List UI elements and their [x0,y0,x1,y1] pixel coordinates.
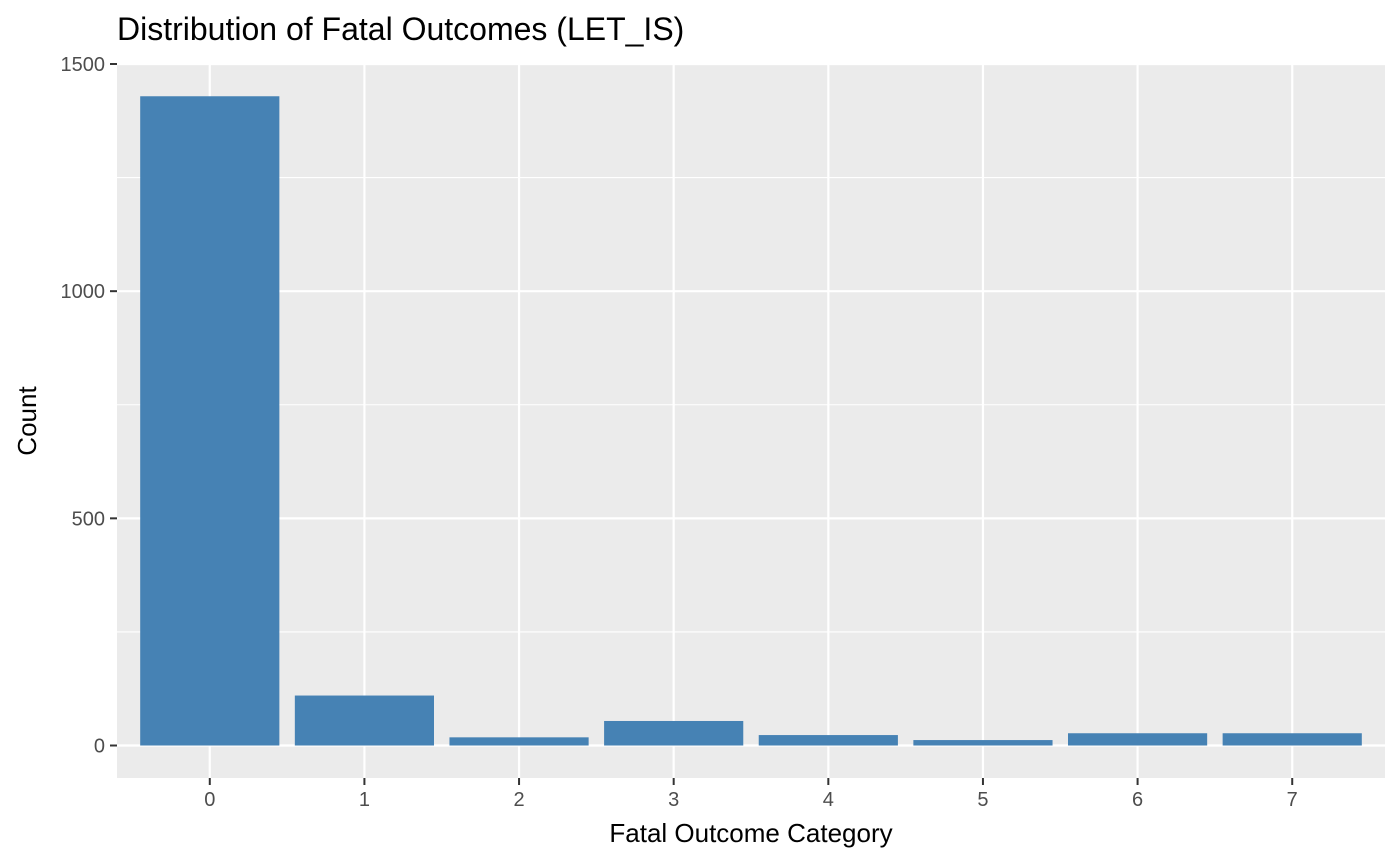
chart-title: Distribution of Fatal Outcomes (LET_IS) [117,11,684,47]
y-axis: 0 500 1000 1500 [61,54,117,758]
y-tick-label: 1500 [61,54,106,76]
plot-panel [117,64,1385,778]
x-tick-label: 5 [977,789,988,811]
x-tick-label: 6 [1132,789,1143,811]
bar-5 [913,740,1053,746]
x-tick-label: 3 [668,789,679,811]
x-axis-title: Fatal Outcome Category [609,818,892,848]
x-tick-label: 7 [1287,789,1298,811]
minor-gridlines [117,177,1385,633]
y-tick-label: 500 [72,508,105,530]
x-tick-label: 0 [204,789,215,811]
bars [140,96,1362,746]
x-tick-label: 2 [513,789,524,811]
bar-0 [140,96,280,746]
y-tick-label: 1000 [61,281,106,303]
major-gridlines [117,62,1385,778]
bar-1 [294,695,434,746]
bar-4 [758,735,898,746]
bar-2 [449,737,589,746]
bar-3 [604,720,744,746]
y-tick-label: 0 [94,736,105,758]
x-tick-label: 4 [823,789,834,811]
x-axis: 0 1 2 3 4 5 6 7 [204,778,1298,811]
bar-6 [1068,733,1208,746]
x-tick-label: 1 [359,789,370,811]
bar-7 [1222,733,1362,746]
y-axis-title: Count [12,386,42,456]
